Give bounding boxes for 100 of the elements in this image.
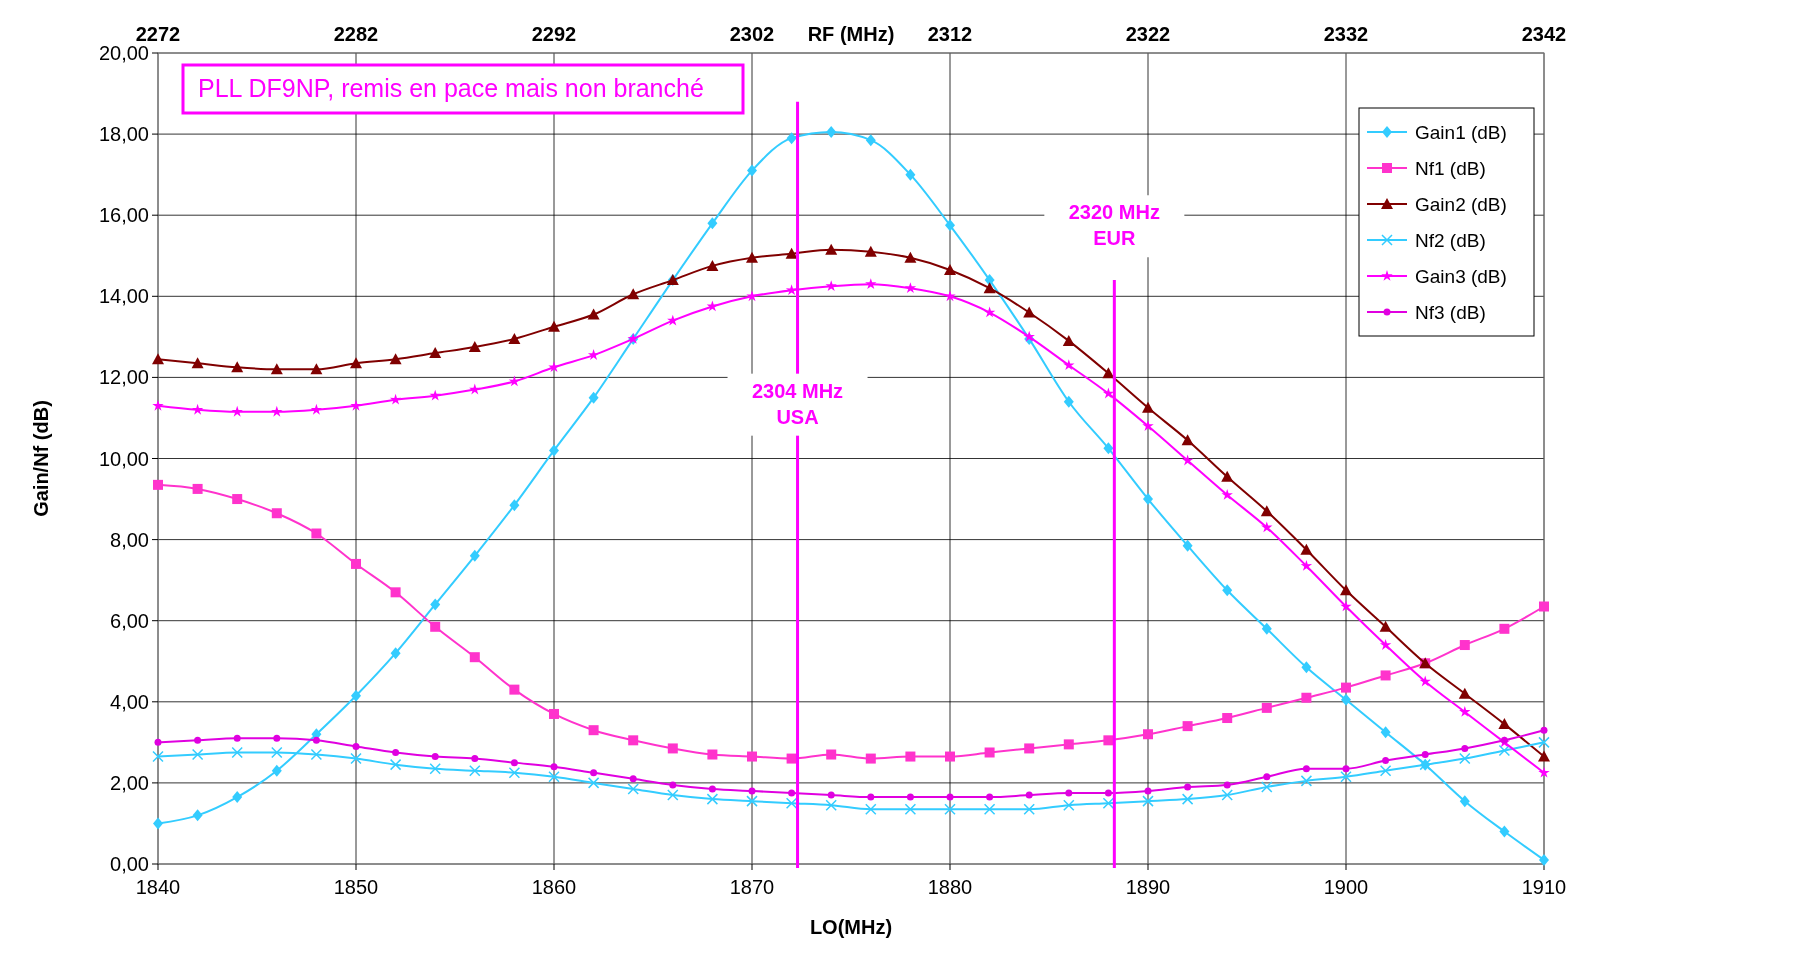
x2-tick-label: 2282: [333, 23, 379, 45]
point: [271, 746, 283, 759]
x-tick-label: 1860: [531, 876, 577, 898]
point: [785, 247, 798, 259]
point: [1182, 721, 1193, 732]
y-tick-label: 8,00: [110, 528, 149, 551]
point: [508, 767, 521, 779]
point: [1144, 787, 1152, 795]
point: [350, 399, 362, 411]
legend-label: Gain2 (dB): [1415, 193, 1507, 215]
point: [1301, 692, 1312, 703]
point: [1261, 521, 1273, 533]
point: [746, 290, 758, 302]
point: [944, 263, 956, 275]
point: [1065, 789, 1073, 797]
point: [152, 750, 164, 763]
point: [1379, 639, 1392, 650]
point: [708, 785, 716, 793]
point: [945, 751, 955, 762]
point: [1263, 773, 1271, 781]
point: [1104, 789, 1112, 797]
point: [1142, 795, 1154, 807]
point: [1103, 442, 1114, 455]
point: [152, 353, 164, 365]
point: [431, 753, 439, 761]
x2-tick-label: 2292: [531, 23, 577, 45]
point: [1379, 764, 1392, 777]
x2-tick-label: 2322: [1125, 23, 1171, 45]
point: [1222, 713, 1233, 724]
point: [430, 621, 441, 632]
point: [469, 549, 480, 562]
point: [1342, 765, 1350, 773]
point: [827, 791, 835, 799]
point: [153, 479, 163, 490]
point: [509, 499, 520, 512]
point: [192, 809, 203, 822]
point: [867, 793, 875, 801]
point: [1184, 783, 1192, 791]
y-tick-label: 2,00: [110, 771, 149, 794]
point: [271, 405, 283, 417]
x-tick-label: 1900: [1323, 876, 1369, 898]
y-tick-label: 6,00: [110, 609, 149, 632]
y-tick-label: 20,00: [98, 42, 149, 64]
point: [232, 494, 243, 505]
point: [471, 755, 479, 763]
point: [669, 781, 677, 789]
point: [826, 126, 837, 139]
point: [191, 748, 204, 761]
point: [389, 758, 402, 771]
point: [351, 558, 361, 569]
y-tick-label: 4,00: [110, 690, 149, 713]
x2-axis-title: RF (MHz): [807, 23, 895, 45]
point: [1103, 735, 1114, 746]
point: [1063, 395, 1074, 408]
point: [1223, 781, 1231, 789]
point: [587, 308, 600, 320]
point: [667, 789, 679, 801]
point: [273, 734, 281, 742]
point: [430, 598, 441, 611]
point: [231, 405, 243, 417]
point: [1221, 789, 1233, 801]
point: [1461, 744, 1469, 752]
point: [548, 771, 560, 783]
point: [154, 738, 162, 746]
point: [1340, 584, 1352, 596]
point: [983, 803, 996, 816]
point: [191, 357, 204, 369]
x2-tick-label: 2332: [1323, 23, 1369, 45]
point: [469, 764, 481, 777]
point: [1341, 693, 1351, 706]
point: [1539, 601, 1549, 612]
x-tick-label: 1890: [1125, 876, 1171, 898]
point: [153, 817, 163, 830]
annotation: PLL DF9NP, remis en pace mais non branché: [198, 74, 704, 102]
point: [194, 736, 202, 744]
legend-label: Nf3 (dB): [1415, 301, 1486, 323]
point: [748, 787, 756, 795]
point: [1379, 620, 1392, 632]
point: [1143, 729, 1153, 740]
point: [1539, 853, 1549, 866]
point: [825, 799, 837, 811]
point: [233, 734, 241, 742]
point: [590, 769, 598, 777]
point: [310, 403, 323, 415]
x-tick-label: 1870: [729, 876, 775, 898]
legend-label: Nf2 (dB): [1415, 229, 1486, 251]
point: [629, 775, 637, 783]
point: [628, 735, 639, 746]
point: [390, 587, 401, 598]
point: [310, 748, 323, 761]
point: [945, 219, 955, 232]
point: [311, 528, 322, 539]
point: [1459, 640, 1470, 651]
point: [786, 132, 797, 145]
point: [746, 251, 758, 263]
point: [231, 361, 244, 373]
y-tick-label: 10,00: [98, 447, 149, 470]
point: [270, 363, 283, 375]
point: [747, 751, 757, 762]
point: [1181, 434, 1194, 446]
